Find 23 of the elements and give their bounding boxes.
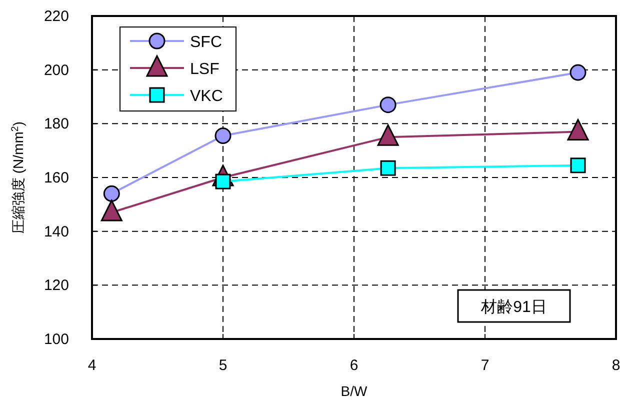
point bbox=[380, 96, 396, 114]
x-tick-label: 5 bbox=[218, 357, 228, 374]
x-axis-title: B/W bbox=[340, 383, 368, 399]
y-tick-label: 140 bbox=[44, 223, 69, 240]
legend-label: LSF bbox=[190, 61, 220, 78]
y-tick-label: 100 bbox=[44, 331, 69, 348]
legend-label: SFC bbox=[190, 34, 222, 51]
x-tick-label: 7 bbox=[480, 357, 490, 374]
point bbox=[103, 185, 120, 202]
y-tick-label: 160 bbox=[44, 170, 69, 186]
annotation: 材齢91日 bbox=[480, 298, 547, 316]
legend-label: VKC bbox=[190, 88, 223, 105]
y-tick-label: 220 bbox=[44, 8, 69, 25]
x-tick-label: 8 bbox=[612, 357, 620, 374]
x-tick-label: 6 bbox=[350, 357, 358, 374]
y-tick-label: 200 bbox=[44, 62, 69, 79]
point bbox=[570, 64, 586, 81]
y-tick-label: 120 bbox=[44, 277, 69, 294]
y-tick-label: 180 bbox=[44, 116, 69, 133]
point bbox=[380, 160, 396, 176]
point bbox=[570, 158, 586, 174]
x-tick-label: 4 bbox=[88, 357, 96, 374]
point bbox=[214, 128, 232, 144]
